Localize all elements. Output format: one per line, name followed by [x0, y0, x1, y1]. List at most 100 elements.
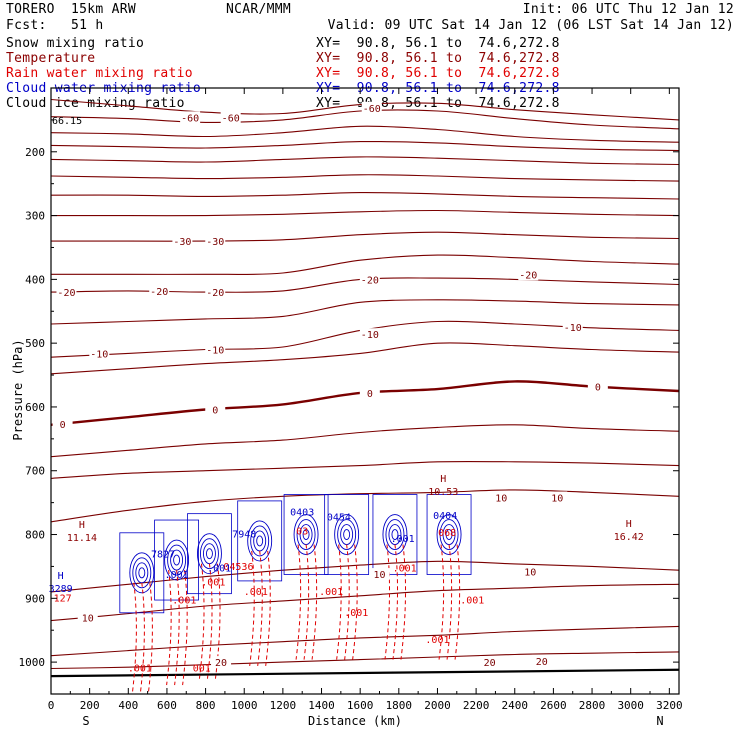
x-tick-label: 2600 [540, 699, 567, 712]
cloud-water-contour [343, 529, 351, 540]
isotherm-label-bg [211, 656, 232, 669]
isotherm-label-bg [149, 284, 170, 297]
x-axis-title: Distance (km) [308, 714, 402, 728]
x-tick-label: 800 [196, 699, 216, 712]
isotherm-label-bg [491, 491, 512, 504]
isotherm-label: -20 [519, 270, 537, 281]
isotherm-line [51, 460, 679, 479]
cloud-water-contour [132, 557, 152, 589]
contour-value-label: .001 [460, 595, 484, 606]
legend-snow: Snow mixing ratio [6, 36, 145, 51]
isotherm-label-bg [56, 286, 77, 299]
isotherm-line [51, 254, 679, 275]
high-marker-value: 3289 [49, 584, 73, 595]
x-tick-label: 1600 [347, 699, 374, 712]
north-label: N [656, 714, 663, 728]
isotherm-label: 20 [484, 658, 496, 669]
isotherm-line [51, 209, 679, 217]
cloud-water-contour [445, 529, 453, 540]
isotherm-label-bg [562, 321, 583, 334]
mixing-ratio-contours [119, 494, 472, 694]
model-title: TORERO 15km ARW [6, 2, 137, 17]
isotherm-label-bg [531, 654, 552, 667]
rain-water-contour [295, 544, 302, 660]
rain-water-contour [454, 544, 461, 660]
isotherm-label-bg [547, 491, 568, 504]
legend-rain-xy: XY= 90.8, 56.1 to 74.6,272.8 [316, 66, 560, 81]
rain-water-contour [139, 582, 145, 694]
isotherm-label-bg [479, 656, 500, 669]
isotherm-label-bg [359, 273, 380, 286]
contour-value-label: .001 [207, 564, 231, 575]
isotherm-label: 0 [367, 389, 373, 400]
rain-water-contour [392, 544, 399, 660]
cloud-water-contour [205, 548, 213, 560]
cloud-water-outline [283, 494, 329, 575]
isotherm-label-bg [52, 418, 73, 431]
isotherm-line [51, 299, 679, 325]
rain-water-contour [131, 582, 137, 694]
rain-water-contour [352, 544, 358, 660]
contour-value-label: .001 [201, 578, 225, 589]
cloud-water-contour [302, 529, 310, 540]
isotherm-label-bg [77, 611, 98, 624]
high-marker: H [58, 571, 64, 582]
top-value-label: 66.15 [52, 116, 82, 127]
isotherm-label: -20 [57, 288, 75, 299]
isotherm-line [51, 98, 679, 121]
y-tick-label: 900 [25, 592, 45, 605]
contour-value-label: .001 [172, 595, 196, 606]
x-tick-label: 2800 [579, 699, 606, 712]
contour-value-label: 0454 [327, 512, 351, 523]
high-marker: H [440, 474, 446, 485]
y-axis-title: Pressure (hPa) [11, 339, 25, 440]
isotherm-label-bg [205, 286, 226, 299]
x-tick-label: 200 [80, 699, 100, 712]
contour-value-label: 068 [438, 528, 456, 539]
isotherm-label: -30 [173, 237, 191, 248]
cloud-water-outline [119, 532, 165, 614]
y-tick-label: 200 [25, 146, 45, 159]
rain-water-contour [344, 544, 350, 660]
contour-value-label: .001 [391, 534, 415, 545]
isotherm-label-bg [89, 347, 110, 360]
isotherm-label: 10 [373, 570, 385, 581]
contour-value-label: .001 [344, 608, 368, 619]
rain-water-contour [249, 550, 255, 666]
contour-value-label: 127 [54, 594, 72, 605]
cloud-water-contour [436, 514, 462, 555]
isotherm-label: -20 [150, 287, 168, 298]
rain-water-contour [336, 544, 342, 660]
high-marker-value: 10.53 [428, 487, 458, 498]
isotherm-label: 10 [495, 494, 507, 505]
cloud-water-contour [391, 529, 399, 540]
rain-water-contour [311, 544, 318, 660]
isotherm-line [51, 192, 679, 200]
isotherm-line [51, 489, 679, 523]
isotherm-label: 10 [82, 613, 94, 624]
isotherm-label: -60 [363, 104, 381, 115]
isotherm-label-bg [359, 328, 380, 341]
axes: 0 200 400 600 800 1000 1200 1400 1600 1800 2000 220… [19, 88, 683, 712]
cloud-water-outline [324, 494, 370, 575]
cloud-water-contour [334, 514, 360, 555]
legend-rain: Rain water mixing ratio [6, 66, 193, 81]
isotherm-label: 0 [60, 420, 66, 431]
isotherm-label-bg [180, 111, 201, 124]
y-tick-label: 600 [25, 401, 45, 414]
isotherm-line [51, 231, 679, 242]
isotherm-label-bg [205, 235, 226, 248]
contour-value-label: 0403 [290, 507, 314, 518]
isotherm-line [51, 125, 679, 143]
x-tick-label: 1800 [386, 699, 413, 712]
isotherm-line [51, 651, 679, 670]
high-marker: H [626, 519, 632, 530]
rain-water-contour [257, 550, 263, 666]
isotherm-label: -30 [206, 237, 224, 248]
cloud-water-outline [426, 494, 472, 575]
contour-value-label: .001 [244, 587, 268, 598]
cloud-water-contour [173, 554, 181, 566]
valid-time: Valid: 09 UTC Sat 14 Jan 12 (06 LST Sat … [327, 18, 734, 33]
cloud-water-contour [129, 552, 155, 594]
